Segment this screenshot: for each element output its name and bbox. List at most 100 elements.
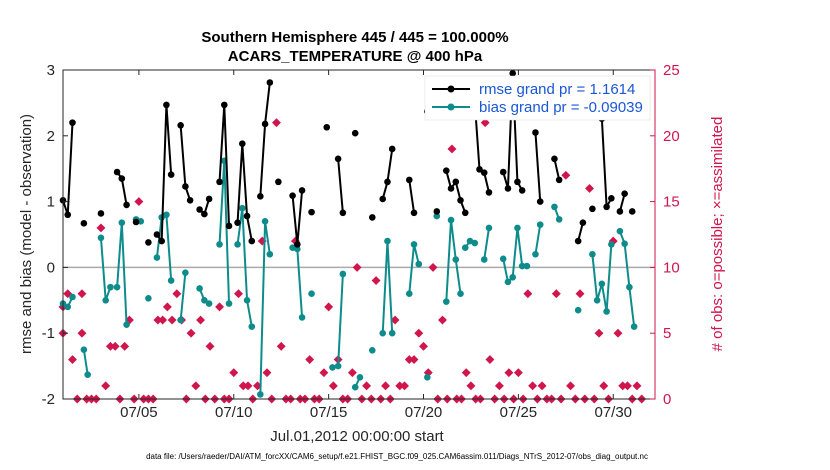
bias-point bbox=[603, 308, 610, 315]
obs-point-marker bbox=[438, 315, 447, 325]
bias-point bbox=[536, 221, 544, 228]
obs-point bbox=[205, 341, 215, 351]
bias-point bbox=[608, 241, 615, 248]
rmse-point bbox=[410, 209, 418, 217]
bias-point bbox=[97, 234, 105, 242]
rmse-point bbox=[536, 198, 544, 205]
bias-line bbox=[483, 227, 490, 260]
obs-point-marker bbox=[77, 328, 87, 338]
obs-point bbox=[120, 341, 130, 351]
bias-point bbox=[145, 295, 152, 302]
obs-point-marker bbox=[243, 381, 253, 391]
obs-point bbox=[400, 381, 409, 391]
obs-point-marker bbox=[528, 381, 538, 391]
x-tick-label: 07/30 bbox=[594, 404, 632, 421]
rmse-point bbox=[532, 129, 539, 136]
obs-point bbox=[632, 381, 642, 391]
rmse-point bbox=[294, 241, 301, 248]
obs-point bbox=[523, 289, 533, 299]
obs-point bbox=[623, 381, 632, 391]
bias-point bbox=[499, 255, 507, 263]
obs-point-marker bbox=[134, 197, 144, 207]
chart-title-line1: Southern Hemisphere 445 / 445 = 100.000% bbox=[201, 29, 508, 46]
obs-point bbox=[186, 328, 196, 338]
rmse-point bbox=[64, 211, 72, 219]
obs-point-marker bbox=[77, 289, 87, 299]
obs-point-marker bbox=[447, 144, 457, 154]
bias-point bbox=[329, 364, 336, 371]
rmse-point bbox=[257, 193, 264, 200]
rmse-point bbox=[298, 187, 306, 194]
obs-point-marker bbox=[485, 355, 495, 364]
y-left-tick-label: -2 bbox=[42, 391, 55, 408]
rmse-point bbox=[384, 178, 391, 186]
obs-point-marker bbox=[328, 381, 338, 391]
bias-point bbox=[334, 362, 342, 370]
rmse-point bbox=[216, 178, 223, 186]
rmse-point bbox=[196, 206, 203, 213]
rmse-line bbox=[236, 143, 253, 242]
obs-point-marker bbox=[513, 368, 523, 378]
rmse-point bbox=[555, 176, 563, 184]
rmse-point bbox=[509, 69, 516, 77]
rmse-point bbox=[80, 220, 88, 227]
obs-point bbox=[215, 302, 224, 312]
obs-point bbox=[191, 381, 201, 391]
bias-point bbox=[626, 283, 633, 291]
rmse-point bbox=[499, 168, 507, 176]
obs-point bbox=[172, 289, 182, 299]
bias-point bbox=[261, 218, 269, 225]
rmse-point bbox=[461, 209, 469, 217]
obs-point bbox=[414, 328, 424, 338]
bias-point bbox=[225, 300, 233, 307]
y-left-tick-label: 1 bbox=[47, 194, 55, 211]
bias-point bbox=[388, 329, 396, 337]
rmse-point bbox=[616, 208, 624, 215]
obs-point bbox=[77, 328, 87, 338]
obs-point bbox=[101, 381, 111, 391]
rmse-point bbox=[153, 231, 161, 238]
obs-point-marker bbox=[613, 328, 623, 338]
obs-point-marker bbox=[191, 381, 201, 391]
bias-point bbox=[266, 250, 274, 258]
y-axis-left-label: rmse and bias (model - observation) bbox=[18, 114, 35, 354]
obs-point-marker bbox=[324, 302, 334, 312]
obs-point-marker bbox=[305, 355, 315, 364]
rmse-point bbox=[442, 167, 450, 174]
bias-point bbox=[196, 285, 203, 292]
obs-point-marker bbox=[272, 118, 281, 128]
rmse-point bbox=[97, 210, 105, 217]
rmse-point bbox=[243, 212, 251, 220]
rmse-point bbox=[518, 187, 526, 194]
obs-point-marker bbox=[599, 381, 609, 391]
y-left-tick-label: 3 bbox=[47, 62, 55, 79]
obs-point bbox=[328, 381, 338, 391]
rmse-line bbox=[534, 132, 542, 202]
bias-point bbox=[509, 273, 516, 281]
bias-point bbox=[123, 321, 130, 328]
obs-point-marker bbox=[551, 289, 561, 299]
obs-point bbox=[561, 170, 571, 180]
obs-point-marker bbox=[561, 170, 571, 180]
rmse-point bbox=[177, 121, 184, 129]
obs-point bbox=[229, 368, 239, 378]
rmse-point bbox=[225, 222, 233, 230]
obs-point-marker bbox=[68, 355, 77, 364]
bias-point bbox=[616, 227, 624, 235]
bias-point bbox=[84, 371, 91, 378]
bias-point bbox=[384, 237, 391, 245]
bias-point bbox=[518, 262, 526, 270]
bias-point bbox=[593, 297, 601, 304]
bias-point bbox=[243, 297, 251, 304]
obs-point-marker bbox=[120, 341, 130, 351]
rmse-point bbox=[113, 168, 121, 176]
bias-point bbox=[113, 283, 121, 291]
obs-point bbox=[276, 341, 286, 351]
rmse-point bbox=[145, 239, 152, 246]
obs-point-marker bbox=[205, 341, 215, 351]
y-left-tick-label: 0 bbox=[47, 259, 55, 276]
rmse-point bbox=[205, 195, 213, 203]
obs-point-marker bbox=[215, 302, 224, 312]
rmse-point bbox=[163, 101, 170, 109]
rmse-point bbox=[379, 195, 387, 203]
